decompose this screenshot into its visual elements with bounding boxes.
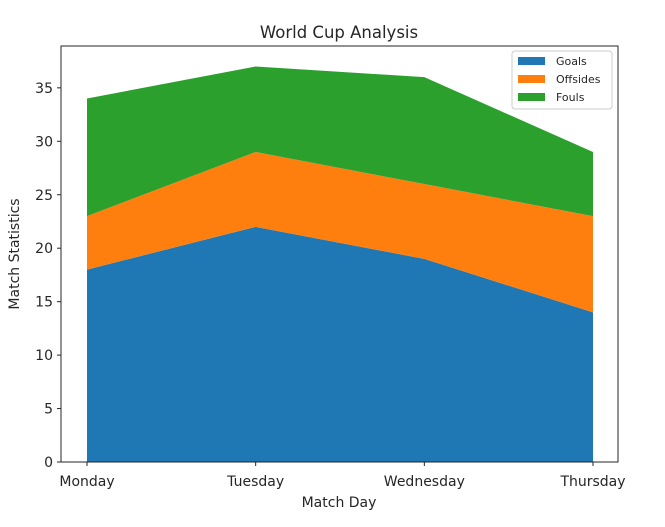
x-tick-label: Wednesday (384, 474, 465, 490)
y-tick-label: 20 (35, 241, 53, 257)
x-tick-label: Tuesday (226, 474, 284, 490)
area-offsides (87, 151, 593, 313)
legend: Goals Offsides Fouls (511, 50, 613, 110)
y-tick-label: 35 (35, 81, 53, 97)
legend-label-offsides: Offsides (556, 73, 601, 86)
legend-swatch-fouls (518, 93, 545, 101)
x-axis-label: Match Day (302, 495, 377, 511)
legend-swatch-offsides (518, 75, 545, 83)
x-tick-label: Thursday (559, 474, 625, 490)
y-axis: 0 5 10 15 20 25 30 35 (35, 81, 61, 471)
x-axis: Monday Tuesday Wednesday Thursday (59, 462, 626, 490)
legend-label-fouls: Fouls (556, 91, 585, 104)
y-axis-label: Match Statistics (7, 198, 23, 309)
legend-label-goals: Goals (556, 55, 587, 68)
y-tick-label: 5 (44, 402, 53, 418)
legend-swatch-goals (518, 57, 545, 65)
area-fouls (87, 66, 593, 217)
area-goals (87, 226, 593, 462)
y-tick-label: 0 (44, 455, 53, 471)
stacked-areas (87, 66, 593, 462)
plot-frame (60, 45, 619, 463)
y-tick-label: 10 (35, 348, 53, 364)
y-tick-label: 30 (35, 134, 53, 150)
x-tick-label: Monday (59, 474, 114, 490)
y-tick-label: 25 (35, 188, 53, 204)
chart-title: World Cup Analysis (260, 23, 418, 42)
y-tick-label: 15 (35, 295, 53, 311)
